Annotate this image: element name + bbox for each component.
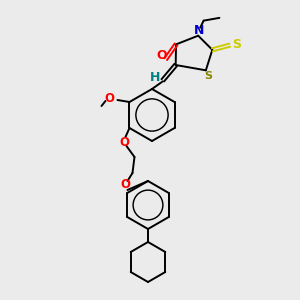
Text: O: O [156, 49, 167, 62]
Text: O: O [121, 178, 130, 191]
Text: N: N [194, 24, 204, 37]
Text: S: S [232, 38, 241, 51]
Text: O: O [119, 136, 130, 148]
Text: S: S [204, 71, 212, 81]
Text: H: H [150, 71, 160, 84]
Text: O: O [104, 92, 115, 106]
